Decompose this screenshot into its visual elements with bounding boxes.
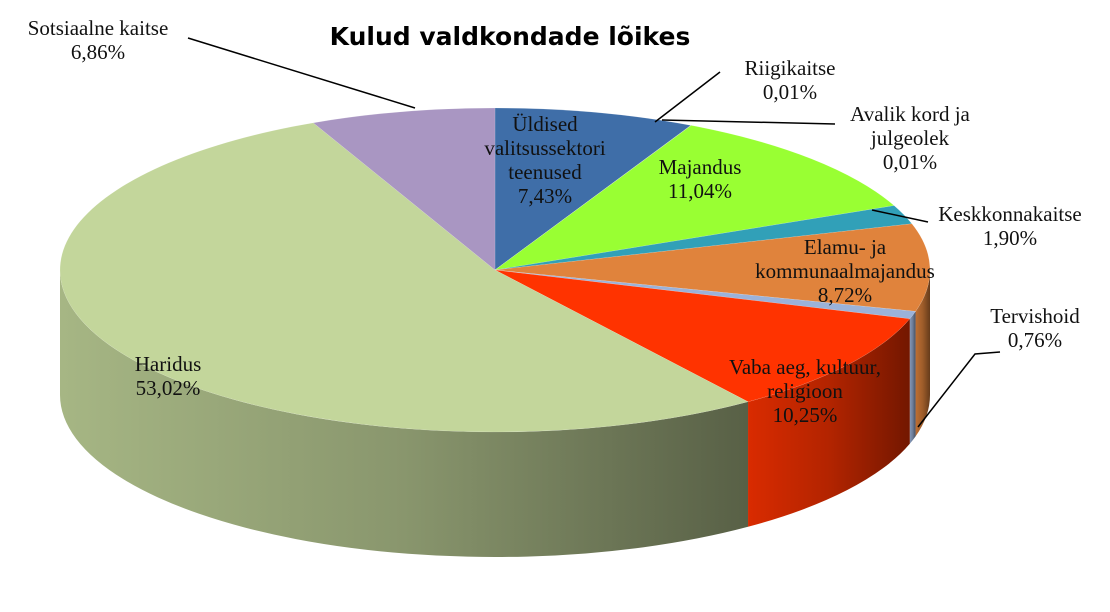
value-label: 6,86% [70, 40, 126, 64]
data-label: Vaba aeg, kultuur, religioon 10,25% [705, 355, 905, 427]
value-label: 10,25% [772, 403, 838, 427]
chart-title: Kulud valdkondade lõikes [329, 22, 691, 51]
category-label: Üldised valitsussektori teenused [484, 112, 606, 184]
value-label: 0,01% [882, 150, 938, 174]
value-label: 8,72% [817, 283, 873, 307]
slice-side [748, 318, 910, 527]
slice [494, 125, 895, 271]
data-label: Haridus 53,02% [103, 352, 233, 400]
leader-line [917, 351, 1001, 428]
slice [494, 223, 931, 312]
category-label: Majandus [658, 155, 742, 179]
value-label: 0,76% [1007, 328, 1063, 352]
data-label: Üldised valitsussektori teenused 7,43% [480, 112, 610, 208]
category-label: Vaba aeg, kultuur, religioon [729, 355, 881, 403]
value-label: 1,90% [982, 226, 1038, 250]
data-label: Tervishoid 0,76% [970, 304, 1100, 352]
leader-line [654, 71, 721, 123]
category-label: Tervishoid [990, 304, 1080, 328]
slice [494, 269, 917, 320]
data-label: Elamu- ja kommunaalmajandus 8,72% [745, 235, 945, 307]
data-label: Majandus 11,04% [635, 155, 765, 203]
leader-line [661, 119, 836, 125]
value-label: 7,43% [517, 184, 573, 208]
slice [494, 107, 692, 271]
slice [59, 122, 749, 433]
category-label: Riigikaitse [744, 56, 836, 80]
leader-line [871, 209, 929, 223]
category-label: Haridus [134, 352, 202, 376]
slice [494, 269, 911, 403]
data-label: Sotsiaalne kaitse 6,86% [0, 16, 198, 64]
value-label: 0,01% [762, 80, 818, 104]
slice-side [915, 270, 930, 437]
category-label: Avalik kord ja julgeolek [850, 102, 970, 150]
category-label: Elamu- ja kommunaalmajandus [755, 235, 935, 283]
slice [494, 205, 913, 271]
category-label: Sotsiaalne kaitse [27, 16, 169, 40]
value-label: 11,04% [668, 179, 732, 203]
data-label: Avalik kord ja julgeolek 0,01% [825, 102, 995, 174]
slice [494, 125, 692, 271]
slice-side [909, 311, 916, 444]
data-label: Riigikaitse 0,01% [725, 56, 855, 104]
slice [312, 107, 496, 271]
leader-line [187, 37, 416, 109]
slice-side [60, 270, 749, 558]
data-label: Keskkonnakaitse 1,90% [915, 202, 1105, 250]
value-label: 53,02% [135, 376, 201, 400]
category-label: Keskkonnakaitse [938, 202, 1082, 226]
